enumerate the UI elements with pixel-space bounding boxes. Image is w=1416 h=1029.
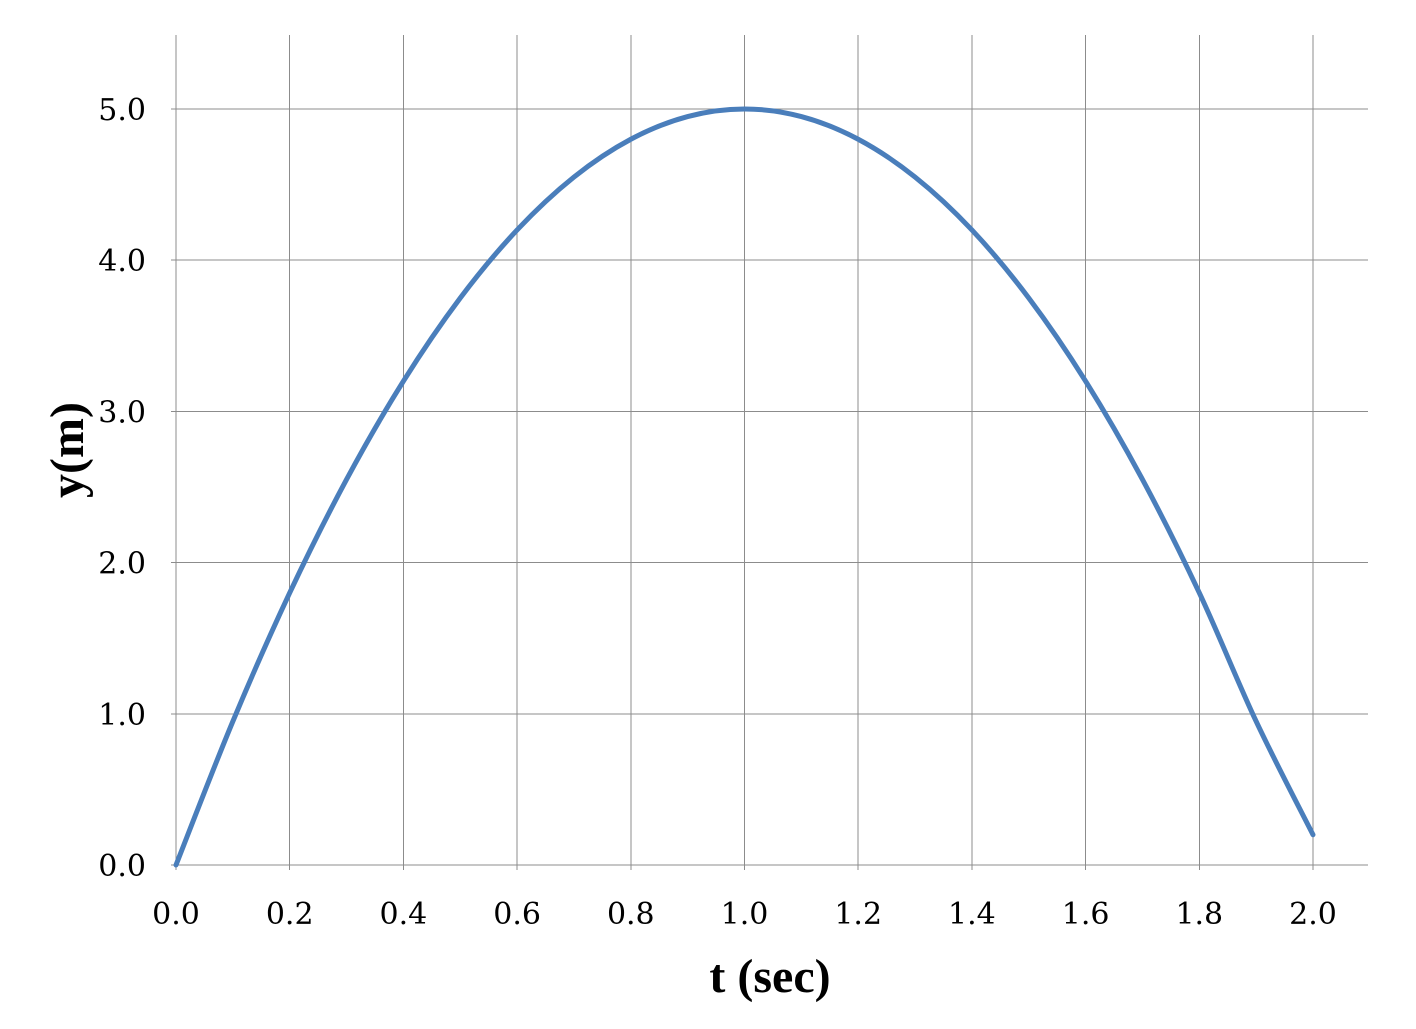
x-tick-label: 1.6 (1062, 897, 1110, 932)
y-tick-label: 0.0 (98, 849, 146, 884)
x-tick-label: 1.0 (721, 897, 769, 932)
x-tick-label: 1.2 (834, 897, 882, 932)
y-tick-label: 1.0 (98, 698, 146, 733)
series-layer (173, 106, 1316, 868)
x-tick-label: 0.6 (493, 897, 541, 932)
y-tick-label: 3.0 (98, 395, 146, 430)
x-tick-labels: 0.0 0.2 0.4 0.6 0.8 1.0 1.2 1.4 1.6 1.8 2.0 (152, 897, 1337, 932)
y-tick-label: 5.0 (98, 93, 146, 128)
x-tick-label: 0.4 (380, 897, 428, 932)
series-line (173, 106, 1316, 868)
x-tick-label: 2.0 (1289, 897, 1337, 932)
x-tick-label: 0.0 (152, 897, 200, 932)
x-tick-label: 0.2 (266, 897, 314, 932)
x-tick-label: 1.8 (1175, 897, 1223, 932)
x-tick-label: 0.8 (607, 897, 655, 932)
x-axis-title: t (sec) (709, 950, 830, 1003)
vertical-gridlines (175, 35, 1314, 870)
y-tick-label: 4.0 (98, 244, 146, 279)
y-tick-label: 2.0 (98, 547, 146, 582)
horizontal-gridlines (171, 108, 1368, 866)
y-tick-labels: 0.0 1.0 2.0 3.0 4.0 5.0 (98, 93, 146, 884)
x-tick-label: 1.4 (948, 897, 996, 932)
y-axis-title: y(m) (41, 402, 94, 498)
